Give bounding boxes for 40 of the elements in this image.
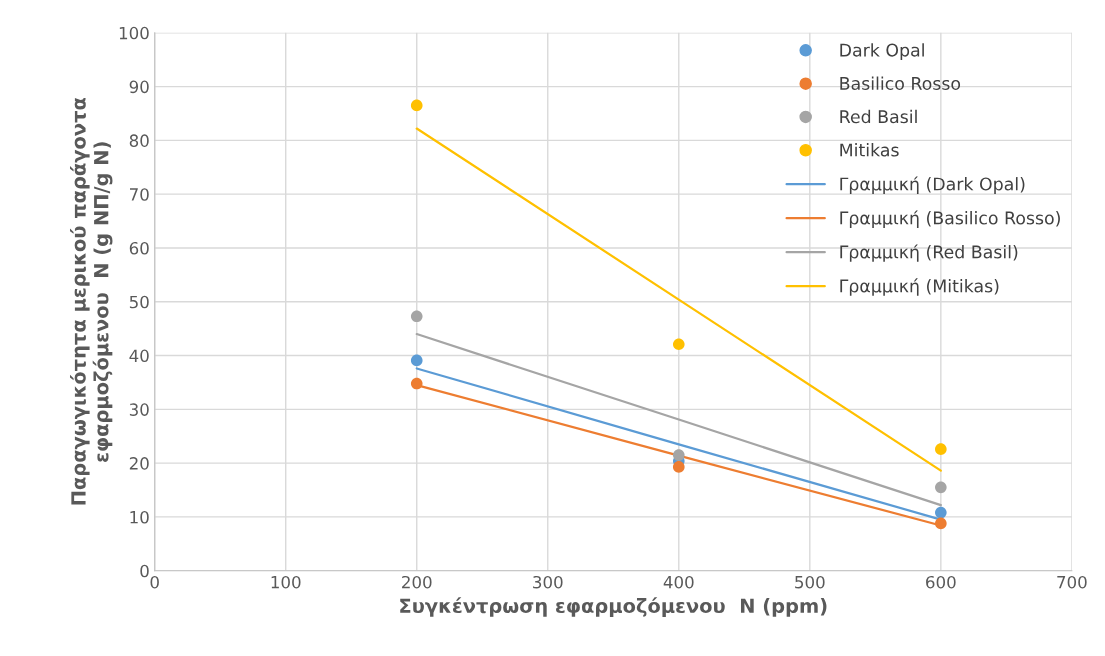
y-tick-label: 30 bbox=[129, 403, 149, 416]
point bbox=[935, 506, 947, 519]
legend-label: Γραμμική (Mitikas) bbox=[840, 278, 999, 296]
point bbox=[410, 377, 423, 390]
legend-label: Red Basil bbox=[840, 109, 917, 124]
legend-label: Dark Opal bbox=[840, 43, 924, 61]
x-tick-label: 300 bbox=[533, 575, 563, 589]
point bbox=[410, 99, 423, 112]
y-tick-label: 0 bbox=[140, 564, 149, 578]
x-tick-label: 200 bbox=[402, 575, 432, 589]
point bbox=[410, 310, 423, 323]
point bbox=[410, 354, 423, 367]
y-axis-title: Παραγωγικότητα μερικού παράγοντα εφαρμοζόμενου N (g ΝΠ/g N) bbox=[69, 97, 113, 505]
legend-label: Γραμμική (Red Basil) bbox=[840, 244, 1018, 262]
x-axis-title: Συγκέντρωση εφαρμοζόμενου N (ppm) bbox=[400, 597, 827, 617]
y-tick-label: 40 bbox=[129, 349, 149, 363]
point bbox=[935, 481, 947, 494]
x-tick-label: 0 bbox=[150, 575, 159, 589]
y-tick-label: 70 bbox=[130, 188, 149, 201]
legend-label: Mitikas bbox=[840, 143, 899, 157]
point bbox=[672, 449, 685, 461]
point bbox=[935, 443, 947, 455]
y-tick-label: 80 bbox=[129, 134, 149, 147]
y-tick-label: 90 bbox=[129, 80, 149, 94]
x-tick-label: 100 bbox=[271, 575, 301, 589]
point bbox=[672, 461, 685, 473]
point bbox=[935, 517, 947, 530]
legend-label: Γραμμική (Dark Opal) bbox=[840, 176, 1025, 194]
y-tick-label: 50 bbox=[129, 295, 149, 309]
x-tick-label: 500 bbox=[795, 575, 825, 589]
x-tick-label: 400 bbox=[663, 575, 694, 589]
y-tick-label: 60 bbox=[129, 241, 149, 255]
point bbox=[672, 338, 685, 351]
legend-label: Basilico Rosso bbox=[840, 76, 961, 90]
x-tick-label: 600 bbox=[926, 575, 956, 589]
y-tick-label: 20 bbox=[129, 457, 149, 470]
y-tick-label: 10 bbox=[130, 510, 149, 524]
x-tick-label: 700 bbox=[1057, 575, 1087, 589]
y-tick-label: 100 bbox=[119, 26, 149, 40]
legend-label: Γραμμική (Basilico Rosso) bbox=[840, 210, 1060, 228]
